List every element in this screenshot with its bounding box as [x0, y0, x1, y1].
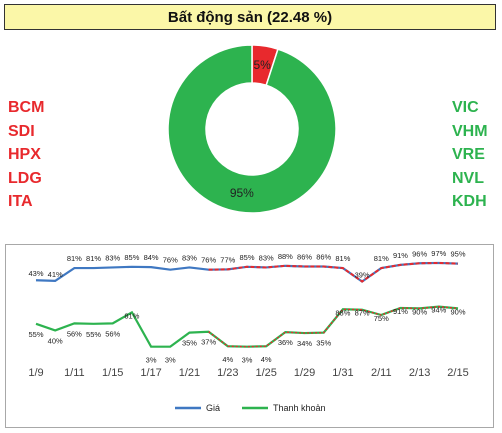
line-chart-panel [5, 244, 494, 428]
ticker-right-3: VRE [452, 146, 485, 163]
data-label-2-20: 91% [393, 307, 408, 316]
data-label-1-12: 85% [239, 253, 254, 262]
data-label-2-23: 90% [450, 307, 465, 316]
data-label-2-2: 40% [48, 336, 63, 345]
legend-label-2: Thanh khoản [273, 403, 326, 413]
data-label-2-22: 94% [431, 306, 446, 315]
data-label-2-10: 37% [201, 338, 216, 347]
trend-line-1 [208, 261, 459, 283]
ticker-left-3: HPX [8, 146, 41, 163]
x-tick-label-2: 1/11 [64, 367, 85, 379]
data-label-1-7: 84% [144, 253, 159, 262]
x-tick-label-11: 2/13 [409, 367, 430, 379]
donut-slice-2 [167, 44, 337, 214]
ticker-right-4: NVL [452, 169, 484, 187]
legend-label-1: Giá [206, 403, 220, 413]
data-label-1-3: 81% [67, 254, 82, 263]
data-label-2-13: 4% [261, 355, 272, 364]
data-label-1-11: 77% [220, 255, 235, 264]
ticker-left-5: ITA [8, 193, 33, 210]
donut-label-2: 95% [230, 186, 254, 200]
data-label-1-21: 96% [412, 249, 427, 258]
data-label-1-15: 86% [297, 252, 312, 261]
data-label-2-11: 4% [222, 355, 233, 364]
ticker-left-2: SDI [8, 122, 35, 140]
data-label-2-21: 90% [412, 307, 427, 316]
left-ticker-list: BCM SDI HPX LDG ITA [8, 96, 44, 214]
data-label-1-19: 81% [374, 254, 389, 263]
data-label-2-19: 75% [374, 314, 389, 323]
donut-chart: 5% 95% [167, 44, 337, 214]
data-label-1-10: 76% [201, 256, 216, 265]
data-label-1-13: 83% [259, 253, 274, 262]
ticker-right-1: VIC [452, 99, 479, 116]
data-label-2-1: 55% [28, 330, 43, 339]
x-tick-label-1: 1/9 [28, 367, 43, 379]
data-label-1-22: 97% [431, 249, 446, 258]
data-label-2-6: 81% [124, 311, 139, 320]
data-label-2-9: 35% [182, 339, 197, 348]
data-label-2-14: 36% [278, 338, 293, 347]
data-label-1-5: 83% [105, 253, 120, 262]
data-label-2-15: 34% [297, 339, 312, 348]
x-tick-label-8: 1/29 [294, 367, 315, 379]
data-label-1-2: 41% [48, 270, 63, 279]
ticker-left-4: LDG [8, 169, 42, 187]
data-label-2-18: 87% [355, 309, 370, 318]
x-tick-label-4: 1/17 [140, 367, 161, 379]
data-label-2-7: 3% [146, 356, 157, 365]
chart-title: Bất động sản (22.48 %) [4, 4, 496, 30]
data-label-1-17: 81% [335, 254, 350, 263]
data-label-2-4: 55% [86, 330, 101, 339]
data-label-2-3: 56% [67, 329, 82, 338]
data-label-2-17: 88% [335, 308, 350, 317]
ticker-right-2: VHM [452, 122, 488, 140]
data-label-1-18: 39% [355, 271, 370, 280]
ticker-left-1: BCM [8, 99, 45, 116]
data-label-1-9: 83% [182, 253, 197, 262]
data-label-1-14: 88% [278, 252, 293, 261]
x-tick-label-3: 1/15 [102, 367, 123, 379]
data-label-1-20: 91% [393, 251, 408, 260]
x-tick-label-9: 1/31 [332, 367, 353, 379]
data-label-1-4: 81% [86, 254, 101, 263]
x-tick-label-7: 1/25 [255, 367, 276, 379]
data-label-1-16: 86% [316, 252, 331, 261]
data-label-1-1: 43% [28, 269, 43, 278]
data-label-1-23: 95% [450, 250, 465, 259]
right-ticker-list: VIC VHM VRE NVL KDH [452, 96, 488, 214]
x-tick-label-10: 2/11 [371, 367, 392, 379]
data-label-2-12: 3% [242, 356, 253, 365]
data-label-1-6: 85% [124, 253, 139, 262]
data-label-2-16: 35% [316, 339, 331, 348]
data-label-1-8: 76% [163, 256, 178, 265]
x-tick-label-12: 2/15 [447, 367, 468, 379]
x-tick-label-5: 1/21 [179, 367, 200, 379]
data-label-2-5: 56% [105, 329, 120, 338]
x-tick-label-6: 1/23 [217, 367, 238, 379]
donut-label-1: 5% [253, 58, 271, 72]
data-label-2-8: 3% [165, 356, 176, 365]
ticker-right-5: KDH [452, 193, 487, 210]
